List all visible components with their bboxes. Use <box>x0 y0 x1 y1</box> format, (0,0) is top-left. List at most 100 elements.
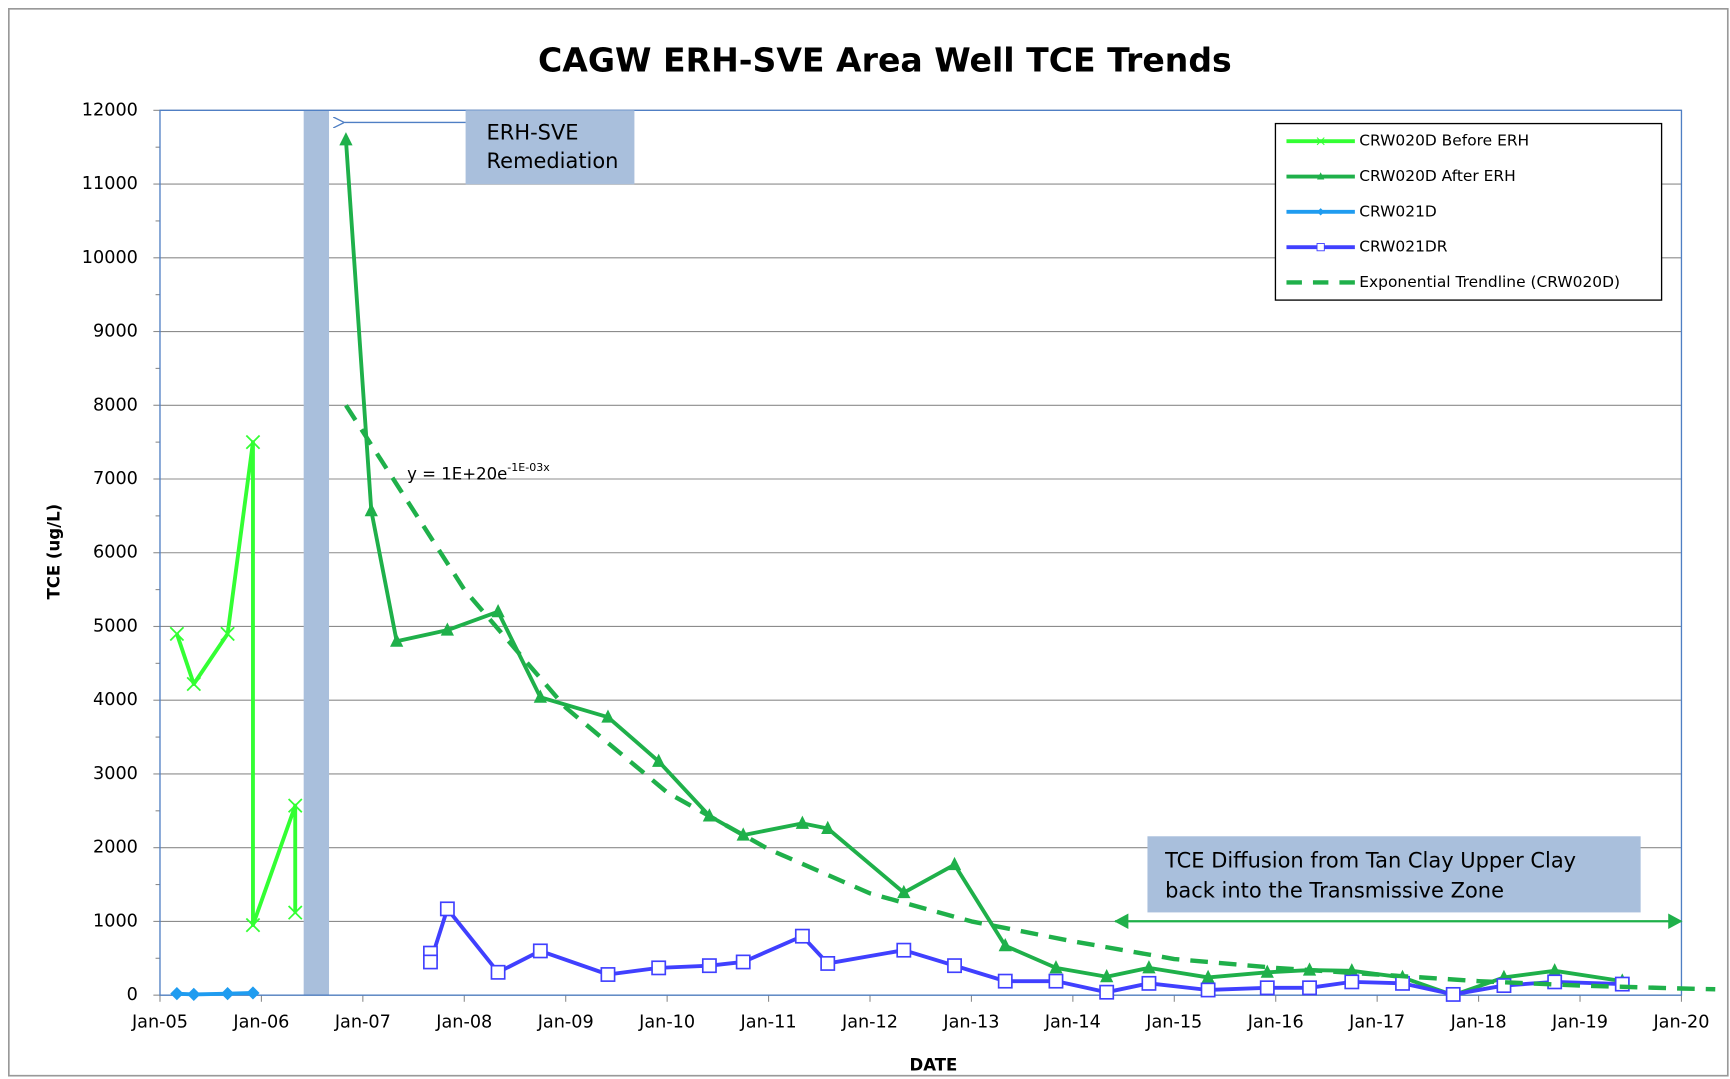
data-point <box>820 955 836 971</box>
data-point <box>1344 974 1360 990</box>
remediation-label: ERH-SVE <box>487 120 579 144</box>
data-point <box>1302 980 1317 996</box>
x-tick-label: Jan-12 <box>841 1013 898 1033</box>
remediation-label: Remediation <box>487 149 619 173</box>
data-point <box>652 753 666 767</box>
data-point <box>220 987 235 1001</box>
data-point <box>220 626 235 642</box>
data-point <box>1099 984 1115 1000</box>
remediation-box <box>465 110 635 185</box>
x-tick-label: Jan-17 <box>1348 1013 1405 1033</box>
data-point <box>1141 975 1157 991</box>
y-tick-label: 5000 <box>93 616 138 636</box>
data-point <box>1445 986 1461 1002</box>
data-point <box>651 960 667 976</box>
data-point <box>170 987 184 1001</box>
legend-label: CRW020D Before ERH <box>1359 132 1529 150</box>
series-line <box>176 991 254 997</box>
equation-base: y = 1E+20e <box>407 464 507 483</box>
x-tick-label: Jan-09 <box>537 1013 594 1033</box>
data-point <box>1100 968 1114 983</box>
data-point <box>947 856 962 871</box>
trendline-equation: y = 1E+20e-1E-03x <box>407 461 550 483</box>
x-axis-label: DATE <box>909 1055 957 1074</box>
data-point <box>821 820 835 835</box>
data-point <box>390 633 404 647</box>
y-tick-label: 3000 <box>93 764 138 784</box>
data-point <box>1201 969 1215 983</box>
series-line <box>428 906 1623 997</box>
data-point <box>533 689 547 703</box>
x-tick-label: Jan-16 <box>1247 1013 1304 1033</box>
x-tick-label: Jan-11 <box>740 1013 797 1033</box>
data-point <box>186 676 202 692</box>
legend-label: CRW021DR <box>1359 238 1447 256</box>
data-point <box>795 815 810 829</box>
y-tick-label: 0 <box>127 985 138 1005</box>
data-point <box>169 626 185 642</box>
data-point <box>440 622 454 636</box>
y-tick-label: 9000 <box>93 322 138 342</box>
data-point <box>1547 974 1563 990</box>
diffusion-box <box>1147 836 1641 913</box>
x-tick-label: Jan-20 <box>1652 1013 1709 1033</box>
data-point <box>1259 980 1275 996</box>
data-point <box>245 917 261 933</box>
y-tick-label: 4000 <box>93 690 138 710</box>
data-point <box>1395 975 1410 991</box>
data-point <box>423 954 438 970</box>
data-point <box>491 604 505 618</box>
y-axis-label: TCE (ug/L) <box>45 504 64 600</box>
x-tick-label: Jan-08 <box>435 1013 492 1033</box>
data-point <box>439 901 455 917</box>
x-tick-label: Jan-05 <box>131 1013 188 1033</box>
data-point <box>1049 960 1063 974</box>
y-tick-label: 7000 <box>93 469 138 489</box>
legend-marker <box>1316 243 1325 252</box>
plot-area <box>159 109 1683 996</box>
x-tick-label: Jan-19 <box>1551 1013 1608 1033</box>
y-tick-label: 12000 <box>82 100 138 120</box>
y-tick-label: 11000 <box>82 174 138 194</box>
data-point <box>287 905 303 920</box>
remediation-band <box>303 110 330 996</box>
data-point <box>600 967 616 982</box>
data-point <box>490 964 506 980</box>
chart-title: CAGW ERH-SVE Area Well TCE Trends <box>538 40 1232 79</box>
data-point <box>532 943 548 959</box>
data-point <box>998 938 1012 952</box>
data-point <box>947 958 962 974</box>
data-point <box>339 132 353 146</box>
data-point <box>187 987 201 1002</box>
x-tick-label: Jan-15 <box>1145 1013 1202 1033</box>
legend-marker <box>1317 208 1325 216</box>
y-tick-label: 8000 <box>93 395 138 415</box>
equation-exponent: -1E-03x <box>507 461 550 474</box>
data-point <box>1200 982 1216 998</box>
legend-label: CRW021D <box>1359 202 1437 220</box>
x-tick-label: Jan-07 <box>334 1013 391 1033</box>
legend-label: CRW020D After ERH <box>1359 167 1515 185</box>
data-point <box>1260 964 1274 978</box>
legend-label: Exponential Trendline (CRW020D) <box>1359 273 1620 291</box>
data-point <box>1548 963 1562 977</box>
data-point <box>287 798 303 813</box>
legend-marker <box>1317 172 1325 180</box>
data-point <box>1142 960 1156 974</box>
data-point <box>736 827 750 841</box>
data-point <box>794 928 810 944</box>
diffusion-label: TCE Diffusion from Tan Clay Upper Clay <box>1164 849 1576 873</box>
data-point <box>735 954 751 970</box>
legend-marker <box>1316 137 1325 146</box>
x-tick-label: Jan-18 <box>1450 1013 1507 1033</box>
x-tick-label: Jan-06 <box>232 1013 289 1033</box>
y-tick-label: 10000 <box>82 248 138 268</box>
data-point <box>896 942 912 958</box>
x-tick-label: Jan-13 <box>942 1013 999 1033</box>
data-point <box>245 434 261 450</box>
data-point <box>897 884 911 899</box>
data-point <box>701 958 717 974</box>
series-line <box>344 404 1716 992</box>
data-point <box>601 709 615 723</box>
